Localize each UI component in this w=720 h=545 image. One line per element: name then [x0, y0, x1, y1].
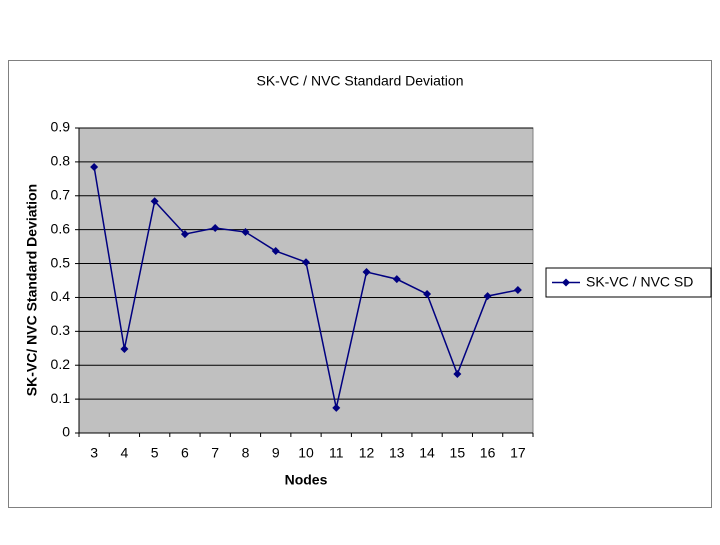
- marker: [392, 275, 401, 284]
- marker: [483, 292, 492, 301]
- y-tick-label: 0.3: [51, 322, 71, 338]
- marker: [362, 268, 371, 277]
- marker: [90, 162, 99, 171]
- y-tick-label: 0.6: [51, 220, 71, 236]
- x-tick-label: 10: [298, 445, 314, 461]
- x-tick-label: 4: [121, 445, 129, 461]
- marker: [271, 247, 280, 256]
- x-tick-label: 9: [272, 445, 280, 461]
- marker: [211, 223, 220, 232]
- x-tick-label: 14: [419, 445, 435, 461]
- x-tick-label: 8: [242, 445, 250, 461]
- marker: [332, 403, 341, 412]
- y-tick-label: 0.8: [51, 153, 71, 169]
- marker: [423, 290, 432, 299]
- marker: [241, 228, 250, 237]
- x-tick-label: 16: [480, 445, 496, 461]
- x-axis-label: Nodes: [285, 472, 328, 488]
- y-tick-label: 0.9: [51, 119, 71, 135]
- x-tick-label: 7: [211, 445, 219, 461]
- x-tick-label: 12: [359, 445, 375, 461]
- marker: [513, 285, 522, 294]
- plot-area: [78, 127, 534, 434]
- marker: [120, 344, 129, 353]
- x-tick-label: 6: [181, 445, 189, 461]
- y-tick-label: 0.4: [51, 288, 71, 304]
- y-axis-label: SK-VC/ NVC Standard Deviation: [24, 184, 40, 396]
- legend-marker: [562, 278, 570, 287]
- x-tick-label: 3: [90, 445, 98, 461]
- x-tick-label: 13: [389, 445, 405, 461]
- marker: [302, 258, 310, 267]
- marker: [453, 370, 462, 379]
- marker: [180, 230, 189, 239]
- y-tick-label: 0.5: [51, 254, 71, 270]
- legend-label: SK-VC / NVC SD: [586, 274, 693, 290]
- y-tick-label: 0.1: [51, 390, 71, 406]
- y-tick-label: 0.2: [51, 356, 71, 372]
- x-tick-label: 11: [329, 445, 344, 461]
- x-tick-label: 15: [450, 445, 466, 461]
- y-tick-label: 0.7: [51, 186, 71, 202]
- x-tick-label: 17: [510, 445, 526, 461]
- marker: [150, 197, 159, 206]
- chart-title: SK-VC / NVC Standard Deviation: [257, 73, 464, 89]
- x-tick-label: 5: [151, 445, 159, 461]
- y-tick-label: 0: [62, 424, 70, 440]
